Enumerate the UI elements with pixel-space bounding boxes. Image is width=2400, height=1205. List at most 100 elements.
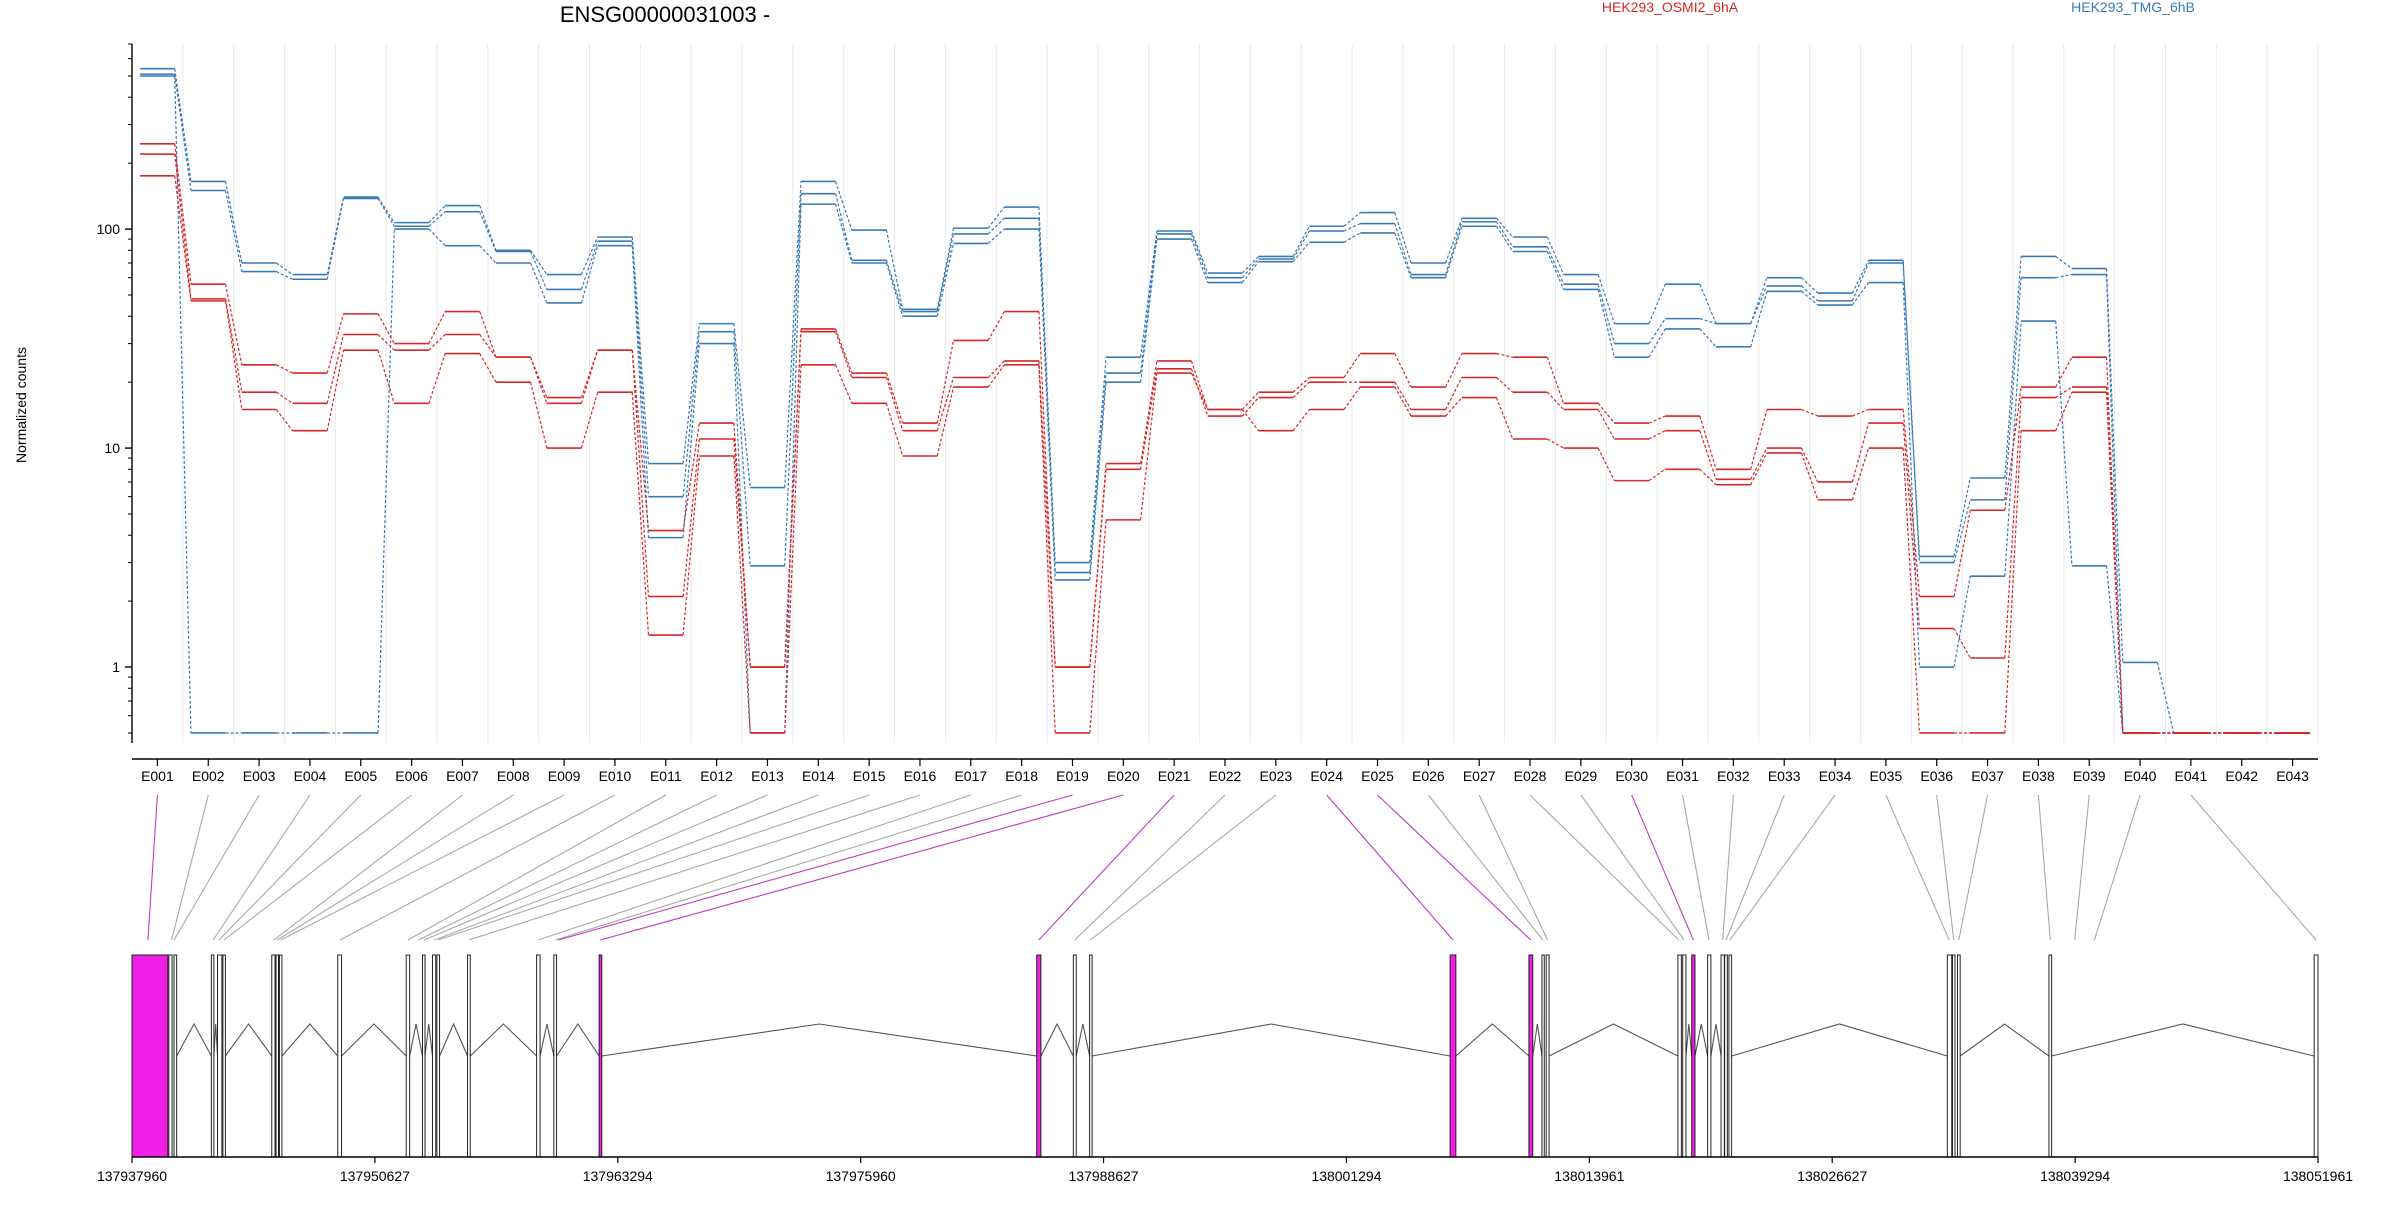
series-connector bbox=[1902, 262, 1921, 563]
series-connector bbox=[682, 331, 700, 497]
series-connector bbox=[326, 313, 345, 374]
exon-label-e033: E033 bbox=[1768, 768, 1801, 784]
series-connector bbox=[682, 323, 700, 464]
exon-block bbox=[173, 954, 178, 1158]
series-connector bbox=[1750, 409, 1768, 470]
series-connector bbox=[1902, 282, 1921, 668]
series-connector bbox=[276, 262, 293, 276]
exon-label-e038: E038 bbox=[2022, 768, 2055, 784]
series-connector bbox=[835, 193, 853, 261]
series-3 bbox=[140, 143, 2310, 734]
intron bbox=[409, 1023, 424, 1057]
series-connector bbox=[733, 455, 751, 734]
series-connector bbox=[835, 181, 853, 231]
series-connector bbox=[1851, 262, 1870, 302]
series-connector bbox=[1140, 233, 1158, 374]
series-connector bbox=[1851, 260, 1870, 294]
exon-link-e038 bbox=[2037, 794, 2051, 941]
series-connector bbox=[987, 228, 1005, 244]
series-connector bbox=[682, 343, 700, 538]
intron bbox=[469, 1023, 537, 1057]
series-connector bbox=[2156, 662, 2175, 734]
series-connector bbox=[631, 392, 650, 636]
series-connector bbox=[631, 350, 650, 597]
series-connector bbox=[1953, 628, 1971, 659]
exon-link-e026 bbox=[1427, 794, 1544, 941]
series-connector bbox=[1800, 452, 1819, 501]
exon-link-e033 bbox=[1725, 794, 1785, 941]
series-connector bbox=[326, 350, 345, 431]
legend-label-tmg: HEK293_TMG_6hB bbox=[2071, 0, 2195, 15]
intron bbox=[439, 1022, 469, 1057]
exon-link-e020 bbox=[600, 794, 1124, 941]
exon-block bbox=[431, 954, 437, 1158]
exon-label-e035: E035 bbox=[1870, 768, 1903, 784]
series-connector bbox=[276, 270, 293, 280]
series-connector bbox=[1699, 468, 1717, 486]
series-connector bbox=[1495, 397, 1514, 440]
exon-label-e021: E021 bbox=[1158, 768, 1191, 784]
series-connector bbox=[1089, 373, 1107, 573]
exon-link-e005 bbox=[218, 794, 362, 941]
series-connector bbox=[1801, 408, 1818, 417]
genomic-tick-label: 138051961 bbox=[2283, 1168, 2353, 1184]
series-connector bbox=[1699, 415, 1717, 470]
exon-label-e001: E001 bbox=[141, 768, 174, 784]
exon-link-e016 bbox=[468, 794, 921, 941]
series-connector bbox=[1546, 236, 1565, 275]
series-connector bbox=[835, 203, 853, 264]
intron bbox=[341, 1023, 407, 1057]
exon-block bbox=[1545, 954, 1550, 1158]
intron bbox=[1685, 1023, 1693, 1057]
genomic-tick-label: 138039294 bbox=[2040, 1168, 2110, 1184]
series-connector bbox=[784, 204, 802, 733]
genomic-tick-label: 138001294 bbox=[1311, 1168, 1381, 1184]
series-connector bbox=[174, 143, 192, 285]
series-connector bbox=[1902, 448, 1921, 734]
intron bbox=[424, 1023, 434, 1057]
series-connector bbox=[1089, 357, 1107, 563]
series-connector bbox=[987, 311, 1005, 341]
series-connector bbox=[1190, 360, 1209, 410]
series-connector bbox=[275, 409, 294, 432]
series-connector bbox=[1241, 409, 1260, 432]
exon-link-e009 bbox=[280, 794, 565, 941]
series-connector bbox=[1445, 377, 1463, 410]
genomic-tick-label: 137963294 bbox=[583, 1168, 653, 1184]
y-axis-label: Normalized counts bbox=[13, 347, 29, 463]
series-connector bbox=[2105, 268, 2124, 663]
series-connector bbox=[1343, 212, 1361, 227]
series-connector bbox=[682, 438, 700, 597]
series-connector bbox=[1546, 246, 1565, 285]
series-connector bbox=[1496, 377, 1514, 393]
exon-block bbox=[598, 954, 603, 1158]
series-connector bbox=[1089, 469, 1107, 668]
exon-label-e027: E027 bbox=[1463, 768, 1496, 784]
exon-block bbox=[1724, 954, 1728, 1158]
exon-label-e016: E016 bbox=[904, 768, 937, 784]
exon-block bbox=[422, 954, 426, 1158]
series-connector bbox=[1190, 372, 1209, 410]
exon-block bbox=[405, 954, 411, 1158]
series-connector bbox=[1801, 285, 1819, 302]
exon-label-e017: E017 bbox=[954, 768, 987, 784]
exon-block bbox=[2313, 954, 2319, 1158]
series-connector bbox=[835, 328, 853, 374]
exon-label-e041: E041 bbox=[2175, 768, 2208, 784]
series-connector bbox=[733, 331, 751, 566]
exon-label-e043: E043 bbox=[2276, 768, 2309, 784]
exon-label-e022: E022 bbox=[1209, 768, 1242, 784]
exon-label-e020: E020 bbox=[1107, 768, 1140, 784]
series-connector bbox=[1394, 381, 1412, 410]
series-connector bbox=[1394, 232, 1412, 278]
series-5 bbox=[140, 175, 2310, 734]
intron bbox=[281, 1023, 339, 1057]
series-connector bbox=[1038, 364, 1056, 734]
series-connector bbox=[1597, 289, 1615, 358]
intron bbox=[601, 1023, 1037, 1057]
exon-link-e001 bbox=[147, 794, 158, 941]
exon-label-e013: E013 bbox=[751, 768, 784, 784]
series-connector bbox=[1292, 377, 1310, 393]
series-connector bbox=[1750, 447, 1768, 480]
series-connector bbox=[1394, 212, 1412, 264]
